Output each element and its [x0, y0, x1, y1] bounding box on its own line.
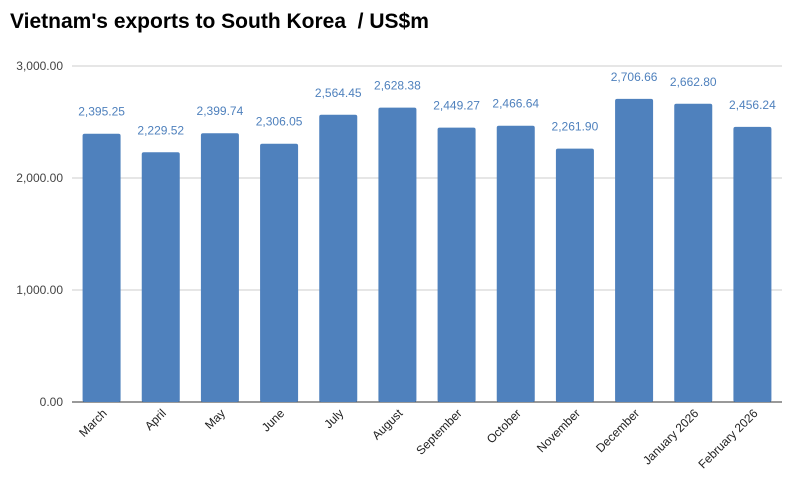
data-label: 2,706.66: [611, 70, 658, 84]
x-tick-label: April: [142, 406, 169, 433]
x-tick-label: January 2026: [640, 406, 702, 468]
x-tick-label: March: [76, 406, 109, 439]
y-tick-label: 3,000.00: [16, 59, 63, 73]
data-label: 2,395.25: [78, 105, 125, 119]
bar: [319, 114, 358, 402]
bar: [555, 148, 594, 402]
data-label: 2,229.52: [137, 123, 184, 137]
x-tick-label: February 2026: [695, 406, 760, 471]
bar: [437, 127, 476, 402]
bar: [496, 125, 535, 402]
data-label: 2,466.64: [492, 97, 539, 111]
bar: [674, 103, 713, 402]
bars: [82, 98, 772, 403]
data-label: 2,456.24: [729, 98, 776, 112]
data-label: 2,261.90: [552, 120, 599, 134]
x-tick-label: August: [369, 406, 406, 443]
data-label: 2,662.80: [670, 75, 717, 89]
y-axis-ticks: 0.00 1,000.00 2,000.00 3,000.00: [16, 59, 63, 409]
x-tick-label: May: [202, 406, 228, 432]
y-tick-label: 0.00: [40, 395, 64, 409]
data-label: 2,564.45: [315, 86, 362, 100]
x-axis-ticks: March April May June July August September Octo…: [76, 406, 761, 472]
y-tick-label: 1,000.00: [16, 283, 63, 297]
data-label: 2,449.27: [433, 99, 480, 113]
y-tick-label: 2,000.00: [16, 171, 63, 185]
x-tick-label: September: [413, 406, 464, 457]
data-label: 2,399.74: [197, 104, 244, 118]
bar: [82, 133, 121, 402]
data-labels: 2,395.25 2,229.52 2,399.74 2,306.05 2,564.45…: [78, 70, 776, 137]
data-label: 2,306.05: [256, 115, 303, 129]
x-tick-label: October: [484, 406, 524, 446]
data-label: 2,628.38: [374, 79, 421, 93]
bar: [141, 152, 180, 402]
bar: [733, 126, 772, 402]
bar: [378, 107, 417, 403]
bar: [615, 98, 654, 403]
x-tick-label: December: [593, 406, 642, 455]
gridlines: [72, 65, 782, 403]
bar: [200, 133, 239, 402]
x-tick-label: November: [534, 406, 583, 455]
bar: [260, 143, 299, 402]
x-tick-label: June: [259, 406, 288, 435]
chart-title: Vietnam's exports to South Korea / US$m: [10, 10, 429, 33]
x-tick-label: July: [321, 406, 346, 431]
